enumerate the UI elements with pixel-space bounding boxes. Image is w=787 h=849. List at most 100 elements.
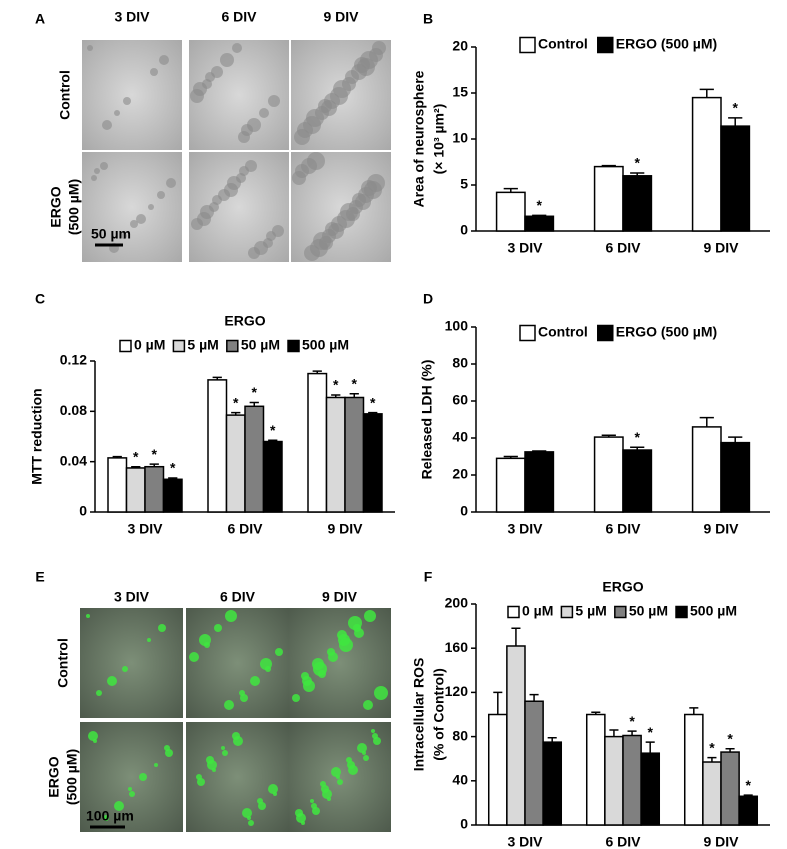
error-bar bbox=[591, 711, 601, 715]
x-tick-label: 9 DIV bbox=[327, 521, 363, 537]
bar bbox=[585, 713, 606, 826]
significance: * bbox=[732, 100, 738, 116]
cell bbox=[224, 700, 234, 710]
micrograph bbox=[186, 608, 289, 718]
chart-title: ERGO bbox=[224, 313, 265, 329]
column-label: 3 DIV bbox=[114, 589, 150, 605]
row-label: ERGO bbox=[46, 756, 62, 797]
cell bbox=[263, 238, 273, 248]
legend-swatch bbox=[560, 605, 574, 619]
x-tick-label: 9 DIV bbox=[703, 521, 739, 537]
row-label: Control bbox=[55, 638, 71, 688]
significance: * bbox=[233, 394, 239, 410]
error-bar bbox=[331, 394, 341, 398]
bar bbox=[542, 741, 563, 826]
bar bbox=[207, 379, 228, 513]
y-tick-label: 0 bbox=[460, 503, 468, 519]
panel-letter: B bbox=[423, 11, 433, 27]
cell bbox=[86, 614, 90, 618]
error-bar bbox=[601, 164, 616, 167]
panel-letter: D bbox=[423, 291, 433, 307]
error-bar bbox=[645, 741, 655, 754]
legend-swatch bbox=[287, 339, 300, 353]
legend-swatch bbox=[597, 36, 614, 54]
cell bbox=[128, 787, 132, 791]
bar bbox=[738, 795, 759, 826]
cell bbox=[202, 79, 212, 89]
cell bbox=[189, 652, 199, 662]
cell bbox=[311, 803, 317, 809]
column-label: 6 DIV bbox=[220, 589, 256, 605]
legend-label: ERGO (500 µM) bbox=[616, 324, 717, 340]
bar bbox=[622, 449, 653, 513]
bar bbox=[495, 191, 526, 232]
significance: * bbox=[634, 429, 640, 445]
error-bar bbox=[689, 707, 699, 715]
cell bbox=[206, 756, 214, 764]
cell bbox=[346, 207, 360, 221]
bar bbox=[702, 761, 722, 826]
legend-label: 500 µM bbox=[302, 337, 349, 353]
error-bar bbox=[511, 627, 521, 646]
cell bbox=[330, 87, 348, 105]
x-tick-label: 3 DIV bbox=[127, 521, 163, 537]
cell bbox=[150, 68, 158, 76]
y-axis-label: (× 10³ µm²) bbox=[431, 104, 447, 175]
cell bbox=[321, 100, 337, 116]
cell bbox=[364, 181, 382, 199]
cell bbox=[114, 801, 124, 811]
cell bbox=[328, 223, 344, 239]
cell bbox=[220, 53, 234, 67]
legend-label: 5 µM bbox=[187, 337, 218, 353]
cell bbox=[100, 162, 108, 170]
error-bar bbox=[532, 450, 547, 452]
error-bar bbox=[249, 401, 259, 407]
significance: * bbox=[709, 739, 715, 755]
micrograph bbox=[189, 40, 289, 150]
cell bbox=[371, 729, 375, 733]
y-tick-label: 0.04 bbox=[60, 452, 87, 468]
cell bbox=[159, 55, 169, 65]
bar bbox=[244, 405, 265, 513]
cell bbox=[190, 89, 204, 103]
scale-bar-label: 50 µm bbox=[91, 226, 131, 242]
panel-letter: E bbox=[35, 569, 44, 585]
y-axis-label: MTT reduction bbox=[29, 388, 45, 484]
legend-swatch bbox=[172, 339, 186, 353]
cell bbox=[91, 175, 97, 181]
y-tick-label: 40 bbox=[452, 772, 468, 788]
legend-swatch bbox=[614, 605, 627, 619]
y-tick-label: 5 bbox=[460, 176, 468, 192]
x-tick-label: 3 DIV bbox=[507, 521, 543, 537]
cell bbox=[303, 116, 321, 134]
error-bar bbox=[627, 730, 637, 736]
bar bbox=[691, 426, 722, 513]
row-label: Control bbox=[57, 70, 73, 120]
cell bbox=[148, 204, 154, 210]
cell bbox=[130, 220, 138, 228]
cell bbox=[307, 152, 325, 170]
scale-bar-label: 100 µm bbox=[86, 808, 134, 824]
error-bar bbox=[503, 455, 518, 459]
error-bar bbox=[212, 376, 222, 380]
legend-label: 0 µM bbox=[134, 337, 165, 353]
cell bbox=[292, 171, 306, 185]
y-axis-label: Area of neurosphere bbox=[411, 70, 427, 207]
y-axis-label: Intracellular ROS bbox=[411, 658, 427, 772]
bar bbox=[720, 125, 751, 232]
cell bbox=[346, 757, 352, 763]
y-tick-label: 0.08 bbox=[60, 402, 87, 418]
y-tick-label: 80 bbox=[452, 727, 468, 743]
y-tick-label: 100 bbox=[445, 318, 469, 334]
column-label: 9 DIV bbox=[323, 9, 359, 25]
error-bar bbox=[699, 88, 714, 98]
legend-label: ERGO (500 µM) bbox=[616, 36, 717, 52]
cell bbox=[319, 236, 333, 250]
cell bbox=[268, 784, 278, 794]
cell bbox=[374, 686, 388, 700]
y-tick-label: 200 bbox=[445, 595, 469, 611]
cell bbox=[164, 745, 170, 751]
error-bar bbox=[547, 736, 557, 743]
x-tick-label: 9 DIV bbox=[703, 240, 739, 256]
